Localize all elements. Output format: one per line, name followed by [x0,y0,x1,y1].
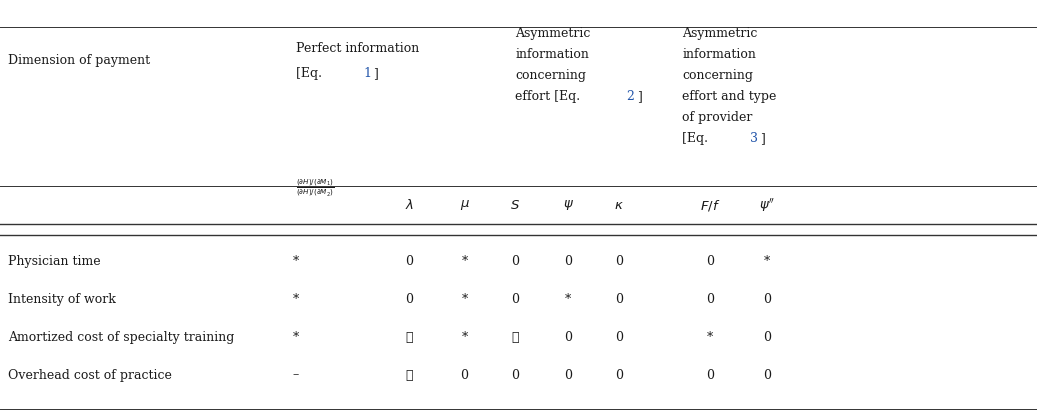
Text: 1: 1 [363,67,371,80]
Text: 2: 2 [626,90,635,103]
Text: *: * [764,255,770,269]
Text: 0: 0 [763,368,772,382]
Text: 0: 0 [763,331,772,344]
Text: Perfect information: Perfect information [296,42,419,55]
Text: –: – [292,368,299,382]
Text: Asymmetric: Asymmetric [515,27,591,40]
Text: *: * [461,331,468,344]
Text: 0: 0 [564,331,572,344]
Text: Intensity of work: Intensity of work [8,293,116,306]
Text: concerning: concerning [682,69,753,82]
Text: $\frac{(\partial H)/(\partial M_1)}{(\partial H)/(\partial M_2)}$: $\frac{(\partial H)/(\partial M_1)}{(\pa… [296,178,334,199]
Text: 3: 3 [750,132,758,145]
Text: $\lambda$: $\lambda$ [405,198,414,212]
Text: effort and type: effort and type [682,90,777,103]
Text: 0: 0 [615,368,623,382]
Text: *: * [461,293,468,306]
Text: information: information [515,48,589,61]
Text: ✓: ✓ [511,331,520,344]
Text: 0: 0 [460,368,469,382]
Text: 0: 0 [564,255,572,269]
Text: 0: 0 [706,368,714,382]
Text: ]: ] [637,90,642,103]
Text: 0: 0 [405,255,414,269]
Text: *: * [292,255,299,269]
Text: Amortized cost of specialty training: Amortized cost of specialty training [8,331,234,344]
Text: information: information [682,48,756,61]
Text: ]: ] [760,132,765,145]
Text: 0: 0 [615,255,623,269]
Text: Asymmetric: Asymmetric [682,27,758,40]
Text: ✓: ✓ [405,368,414,382]
Text: $\psi$: $\psi$ [563,198,573,212]
Text: 0: 0 [763,293,772,306]
Text: 0: 0 [564,368,572,382]
Text: of provider: of provider [682,111,753,124]
Text: effort [Eq.: effort [Eq. [515,90,585,103]
Text: 0: 0 [615,293,623,306]
Text: $\psi''$: $\psi''$ [759,197,776,214]
Text: $\mu$: $\mu$ [459,198,470,212]
Text: concerning: concerning [515,69,586,82]
Text: [Eq.: [Eq. [296,67,326,80]
Text: *: * [461,255,468,269]
Text: $S$: $S$ [510,199,521,212]
Text: Physician time: Physician time [8,255,101,269]
Text: $F/f$: $F/f$ [700,198,721,213]
Text: ]: ] [373,67,379,80]
Text: [Eq.: [Eq. [682,132,712,145]
Text: 0: 0 [511,368,520,382]
Text: 0: 0 [706,293,714,306]
Text: 0: 0 [615,331,623,344]
Text: 0: 0 [405,293,414,306]
Text: $\kappa$: $\kappa$ [614,199,624,212]
Text: 0: 0 [511,255,520,269]
Text: *: * [292,331,299,344]
Text: *: * [565,293,571,306]
Text: 0: 0 [511,293,520,306]
Text: *: * [707,331,713,344]
Text: ✓: ✓ [405,331,414,344]
Text: 0: 0 [706,255,714,269]
Text: *: * [292,293,299,306]
Text: Overhead cost of practice: Overhead cost of practice [8,368,172,382]
Text: Dimension of payment: Dimension of payment [8,54,150,67]
